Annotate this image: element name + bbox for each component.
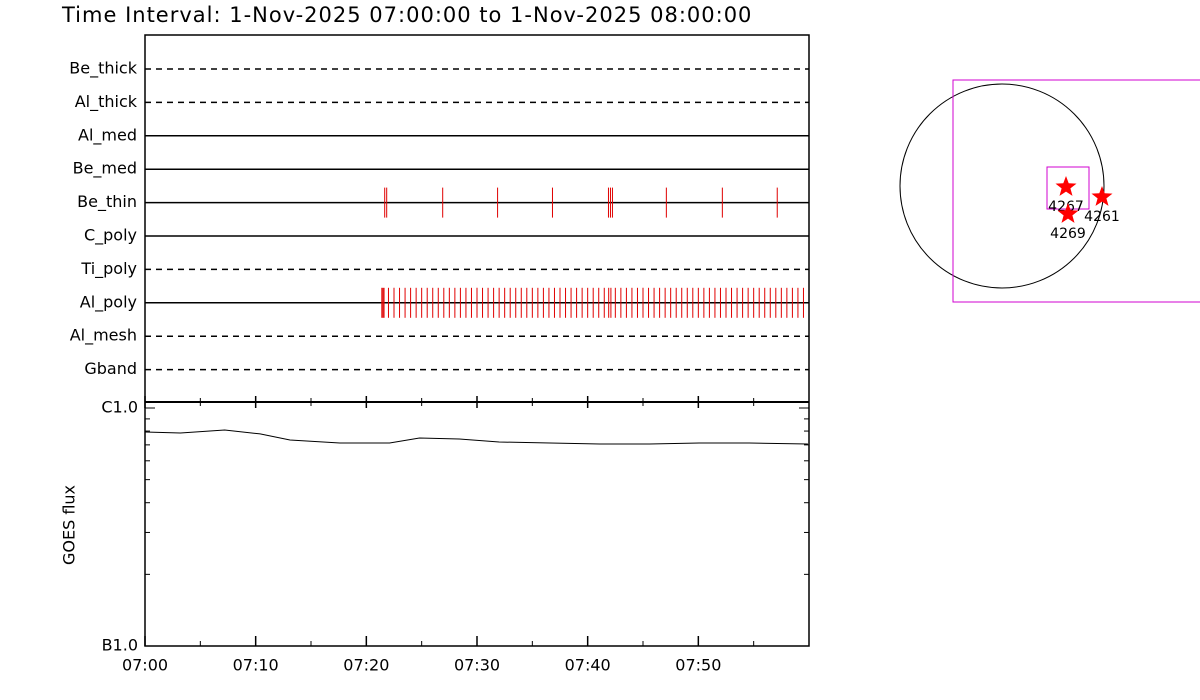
fov-box — [952, 79, 1200, 303]
x-tick-label: 07:10 — [233, 656, 279, 675]
region-star — [1091, 186, 1113, 206]
y-tick-label: C1.0 — [101, 398, 138, 417]
filter-label: Be_thin — [77, 192, 137, 212]
filter-label: Al_mesh — [70, 326, 137, 346]
region-label: 4269 — [1050, 226, 1086, 242]
filter-label: Al_poly — [80, 292, 137, 312]
solar-disk — [899, 83, 1105, 289]
x-tick-label: 07:40 — [565, 656, 611, 675]
region-label: 4261 — [1084, 209, 1120, 225]
filter-label: Be_med — [73, 159, 137, 179]
region-star — [1055, 176, 1077, 196]
x-tick-label: 07:20 — [343, 656, 389, 675]
filter-label: C_poly — [84, 226, 137, 246]
x-tick-label: 07:00 — [122, 656, 168, 675]
chart-title: Time Interval: 1-Nov-2025 07:00:00 to 1-… — [61, 3, 752, 27]
filter-label: Gband — [84, 359, 137, 378]
filter-label: Be_thick — [69, 59, 137, 79]
x-tick-label: 07:30 — [454, 656, 500, 675]
filter-label: Al_med — [78, 125, 137, 145]
y-axis-label: GOES flux — [60, 485, 79, 565]
plot-frame — [144, 34, 810, 647]
goes-curve — [144, 429, 808, 445]
y-tick-label: B1.0 — [102, 636, 138, 655]
filter-label: Ti_poly — [80, 259, 137, 279]
x-tick-label: 07:50 — [675, 656, 721, 675]
filter-label: Al_thick — [75, 92, 138, 112]
region-star — [1057, 203, 1079, 223]
